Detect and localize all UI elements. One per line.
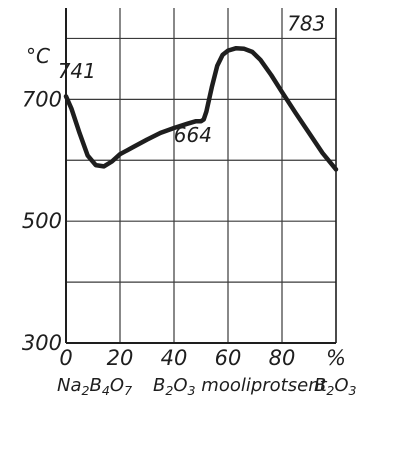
x-label-middle-b: B <box>153 375 165 396</box>
x-label-right-sub1: 2 <box>326 383 334 398</box>
x-label-middle-rest: mooliprotsent <box>196 375 328 396</box>
x-label-left-na: Na <box>57 375 82 396</box>
x-tick-label: 80 <box>269 346 296 370</box>
y-axis-unit: °C <box>26 44 50 68</box>
x-label-left-b: B <box>90 375 102 396</box>
y-tick-labels: 300 500 700 <box>22 87 62 355</box>
series-line <box>63 45 339 172</box>
x-tick-labels: 0 20 40 60 80% <box>59 346 346 370</box>
x-label-middle-o: O <box>173 375 187 396</box>
x-tick-label: 20 <box>107 346 134 370</box>
data-label: 664 <box>174 123 212 147</box>
x-label-left-sub1: 2 <box>82 383 90 398</box>
plot-frame <box>65 8 337 344</box>
y-tick-label: 700 <box>22 87 62 111</box>
data-label: 741 <box>58 59 96 83</box>
x-label-right-o: O <box>334 375 348 396</box>
x-label-left-sub3: 7 <box>124 383 132 398</box>
y-tick-label: 500 <box>22 209 62 233</box>
x-label-left: Na2B4O7 <box>57 375 132 398</box>
x-tick-label: 40 <box>161 346 188 370</box>
grid <box>66 8 336 343</box>
x-label-middle-sub2: 3 <box>188 383 196 398</box>
y-tick-label: 300 <box>22 331 62 355</box>
x-tick-label: 0 <box>59 346 72 370</box>
x-label-right: B2O3 <box>314 375 357 398</box>
series <box>63 45 339 172</box>
x-label-middle-sub1: 2 <box>165 383 173 398</box>
x-label-middle: B2O3 mooliprotsent <box>153 375 328 398</box>
x-label-right-b: B <box>314 375 326 396</box>
x-label-right-sub2: 3 <box>349 383 357 398</box>
x-tick-label: % <box>326 346 346 370</box>
x-tick-label: 60 <box>215 346 242 370</box>
data-label: 783 <box>287 12 325 36</box>
x-label-left-o: O <box>110 375 124 396</box>
x-label-left-sub2: 4 <box>102 383 110 398</box>
annotations: 741 664 783 <box>58 12 326 147</box>
